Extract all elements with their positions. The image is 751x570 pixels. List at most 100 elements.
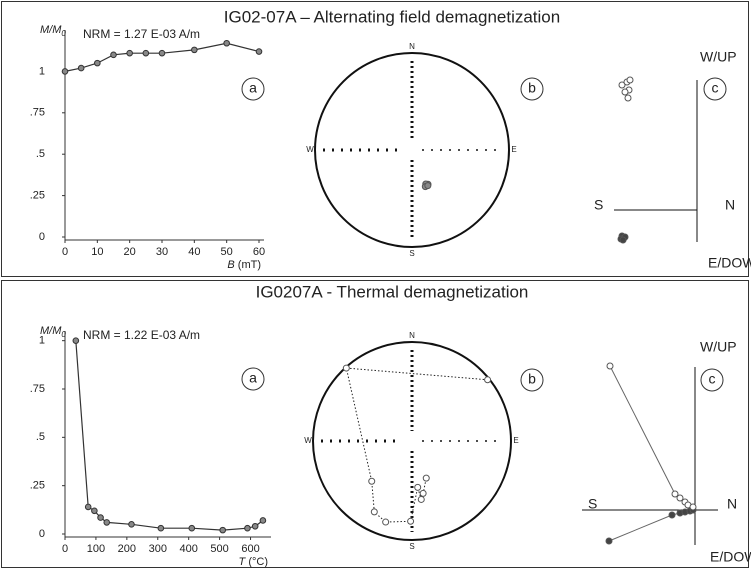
x-tick-label: 20 [124,246,136,258]
y-axis-var: M/M [40,24,62,36]
vertical-point [624,94,632,102]
x-tick-label: 500 [210,543,228,555]
data-line [75,340,264,531]
direction-point [382,518,390,526]
data-line [64,42,260,72]
x-tick-label: 0 [62,246,68,258]
y-axis-sub: 0 [61,330,66,339]
vertical-point [606,362,614,370]
y-tick-label: .75 [30,107,45,119]
x-axis-label: B (mT) [227,259,261,271]
y-tick-label: .5 [36,431,45,443]
data-point [110,51,117,59]
data-point [255,48,263,55]
y-tick-label: 1 [39,335,45,347]
axis-label: E/DOWN [710,549,751,565]
data-point [188,524,196,532]
direction-point [422,474,430,482]
direction-point [417,495,425,503]
y-tick-label: 0 [39,231,45,243]
data-point [103,519,111,526]
vertical-point [671,490,679,498]
horizontal-point [619,236,627,244]
x-axis-var: T [239,556,247,568]
y-axis-label: M/M0 [40,325,66,339]
data-point [259,517,267,524]
axis-label: W/UP [700,339,737,355]
panel-letter: a [249,370,257,386]
panel-letter: c [709,371,716,387]
x-tick-label: 30 [156,246,168,258]
direction-label: W [306,145,314,154]
axis-label: N [727,496,737,512]
x-axis-unit: (mT) [238,259,261,271]
data-point [97,514,104,521]
panel-letter-circle [520,77,544,101]
x-tick-label: 50 [221,246,233,258]
y-tick-label: .5 [36,148,45,160]
data-point [251,522,259,530]
direction-point [484,376,492,384]
panel-letter-circle [700,368,724,392]
axis-label: S [588,496,597,512]
vertical-point [626,76,634,84]
x-tick-label: 100 [87,543,105,555]
panel-letter: a [249,80,257,96]
y-tick-label: .25 [30,190,45,202]
y-axis-var: M/M [40,325,62,337]
data-point [223,39,230,47]
x-tick-label: 200 [118,543,136,555]
panel-letter-circle [703,77,727,101]
x-axis-unit: (°C) [248,556,268,568]
data-point [77,64,85,72]
panel-frame [1,1,749,277]
panel-letter-circle [520,368,544,392]
horizontal-point [668,511,676,519]
direction-label: E [511,145,516,154]
x-tick-label: 10 [91,246,103,258]
x-tick-label: 300 [149,543,167,555]
y-tick-label: 0 [39,528,45,540]
panel-letter: b [528,371,536,387]
direction-label: N [409,42,415,51]
data-point [244,524,251,532]
direction-point [342,364,350,372]
axis-label: N [725,197,735,213]
data-point [158,49,166,57]
vertical-point [676,494,684,502]
data-point [84,503,92,511]
x-tick-label: 600 [241,543,259,555]
vertical-point [621,88,629,96]
direction-label: S [409,542,414,551]
panel-frame [1,280,749,568]
stereonet-circle [312,341,512,541]
data-point [61,68,69,75]
stereonet-circle [314,52,510,248]
data-point [94,59,101,67]
y-axis-label: M/M0 [40,24,66,38]
vertical-point [689,503,697,511]
horizontal-point [605,537,613,545]
annotation: NRM = 1.27 E-03 A/m [83,27,200,41]
axis-label: W/UP [700,49,737,65]
y-tick-label: .75 [30,383,45,395]
y-tick-label: .25 [30,480,45,492]
x-axis-var: B [227,259,234,271]
panel-letter: b [528,80,536,96]
panel-title: IG0207A - Thermal demagnetization [256,282,529,301]
data-point [91,507,98,515]
data-point [128,521,135,528]
direction-label: E [513,436,518,445]
direction-label: S [409,249,414,258]
axis-label: S [594,197,603,213]
y-axis-sub: 0 [61,29,66,38]
data-point [157,524,165,532]
direction-point [370,508,378,516]
panel-title: IG02-07A – Alternating field demagnetiza… [224,7,560,26]
direction-point [407,517,415,525]
vertical-line [609,365,694,508]
panel-letter: c [712,80,719,96]
data-point [142,49,150,57]
direction-label: W [304,436,312,445]
